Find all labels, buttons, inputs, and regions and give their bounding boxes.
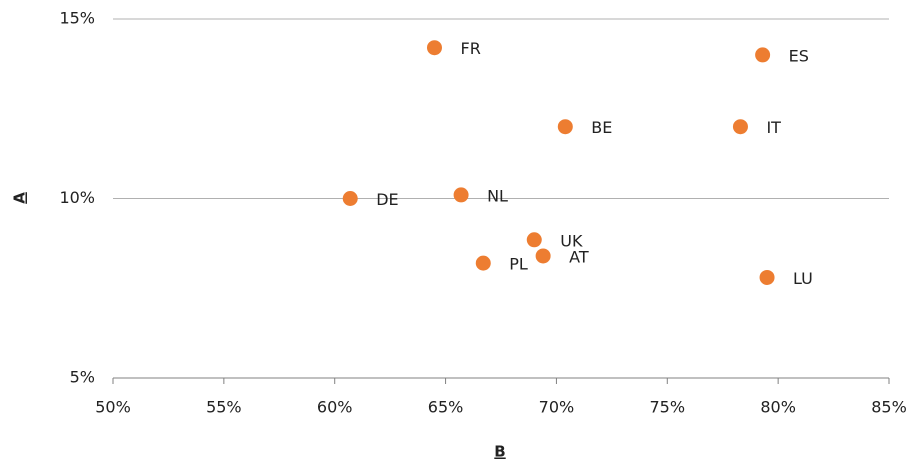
x-axis-title: B (494, 443, 505, 461)
point (526, 232, 542, 248)
x-tick-label: 55% (206, 398, 242, 417)
point-label: FR (460, 39, 480, 58)
point-label: NL (487, 186, 508, 205)
point (557, 119, 573, 135)
y-tick-label: 5% (70, 368, 95, 387)
x-tick-label: 80% (760, 398, 796, 417)
y-axis-title: A (11, 192, 29, 204)
point (755, 47, 771, 63)
point-label: AT (569, 247, 589, 266)
x-tick-label: 85% (871, 398, 907, 417)
x-tick-label: 70% (539, 398, 575, 417)
point (475, 255, 491, 271)
point-label: UK (560, 231, 583, 250)
point-label: DE (376, 190, 398, 209)
point (426, 40, 442, 56)
point-label: BE (591, 118, 612, 137)
x-tick-label: 60% (317, 398, 353, 417)
point-label: LU (793, 269, 813, 288)
point-label: PL (509, 255, 528, 274)
point (759, 269, 775, 285)
point-label: ES (789, 46, 809, 65)
point (535, 248, 551, 264)
y-tick-label: 10% (59, 188, 95, 207)
x-tick-label: 75% (650, 398, 686, 417)
point (732, 119, 748, 135)
point (342, 191, 358, 206)
point (453, 187, 469, 203)
x-tick-label: 65% (428, 398, 464, 417)
y-tick-label: 15% (59, 9, 95, 28)
x-tick-label: 50% (95, 398, 131, 417)
point-label: IT (766, 118, 781, 137)
